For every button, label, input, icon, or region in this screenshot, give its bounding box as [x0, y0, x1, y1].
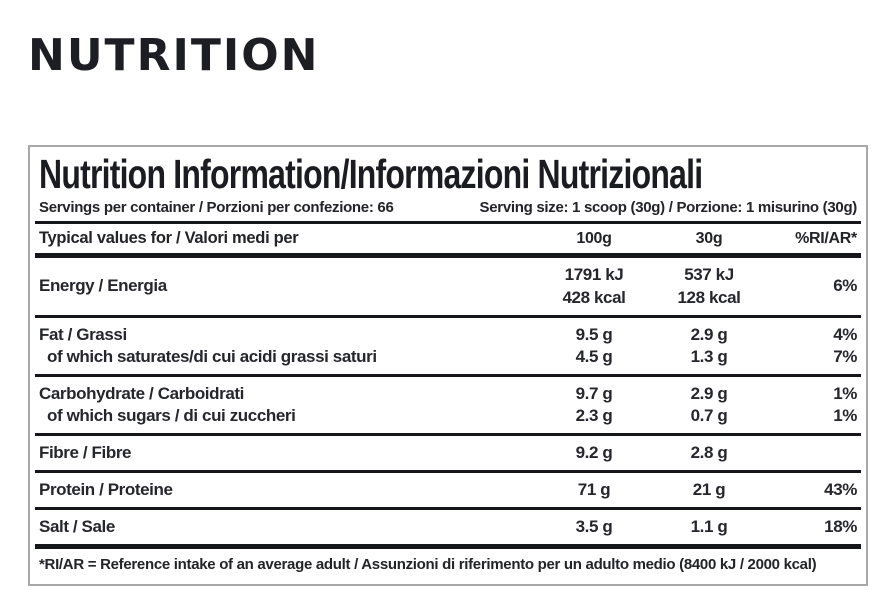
- divider: [35, 315, 861, 318]
- column-header-row: Typical values for / Valori medi per 100…: [35, 224, 861, 253]
- column-header-100g: 100g: [576, 229, 612, 247]
- carbohydrate-100g: 9.7 g: [575, 384, 613, 403]
- table-title-wrap: Nutrition Information/Informazioni Nutri…: [35, 150, 861, 199]
- salt-30g: 1.1 g: [690, 517, 728, 536]
- divider: [35, 221, 861, 224]
- table-row-fat: Fat / Grassi 9.5 g 2.9 g 4%: [35, 318, 861, 346]
- divider: [35, 253, 861, 258]
- fat-100g: 9.5 g: [575, 325, 613, 344]
- column-header-ri: %RI/AR*: [795, 229, 857, 247]
- divider: [35, 374, 861, 377]
- energy-100g-values: 1791 kJ 428 kcal: [535, 263, 653, 309]
- table-row-salt: Salt / Sale 3.5 g 1.1 g 18%: [35, 510, 861, 544]
- table-row-saturates: of which saturates/di cui acidi grassi s…: [35, 346, 861, 374]
- salt-ri: 18%: [824, 517, 857, 536]
- divider: [35, 470, 861, 473]
- serving-size: Serving size: 1 scoop (30g) / Porzione: …: [479, 199, 858, 216]
- protein-100g: 71 g: [577, 480, 611, 499]
- table-row-protein: Protein / Proteine 71 g 21 g 43%: [35, 473, 861, 507]
- energy-ri: 6%: [833, 276, 857, 295]
- saturates-ri: 7%: [833, 347, 857, 366]
- energy-100g-kcal: 428 kcal: [562, 288, 626, 307]
- row-label: Carbohydrate / Carboidrati: [39, 384, 244, 403]
- table-row-carbohydrate: Carbohydrate / Carboidrati 9.7 g 2.9 g 1…: [35, 377, 861, 405]
- row-label: Fat / Grassi: [39, 325, 127, 344]
- servings-per-container: Servings per container / Porzioni per co…: [39, 199, 394, 216]
- row-label: Salt / Sale: [39, 517, 115, 536]
- energy-30g-kcal: 128 kcal: [677, 288, 741, 307]
- row-label: Fibre / Fibre: [39, 443, 132, 462]
- page-title: NUTRITION: [28, 30, 320, 81]
- energy-30g-values: 537 kJ 128 kcal: [653, 263, 765, 309]
- row-label: Energy / Energia: [39, 276, 167, 295]
- divider: [35, 433, 861, 436]
- energy-30g-kj: 537 kJ: [684, 265, 734, 284]
- saturates-100g: 4.5 g: [575, 347, 613, 366]
- carbohydrate-30g: 2.9 g: [690, 384, 728, 403]
- fibre-30g: 2.8 g: [690, 443, 728, 462]
- saturates-30g: 1.3 g: [690, 347, 728, 366]
- divider: [35, 544, 861, 549]
- table-title: Nutrition Information/Informazioni Nutri…: [39, 151, 703, 197]
- reference-intake-footnote: *RI/AR = Reference intake of an average …: [39, 556, 817, 573]
- table-row-energy: Energy / Energia 1791 kJ 428 kcal 537 kJ…: [35, 258, 861, 315]
- protein-30g: 21 g: [692, 480, 726, 499]
- row-label: Protein / Proteine: [39, 480, 173, 499]
- row-label: of which saturates/di cui acidi grassi s…: [47, 347, 377, 366]
- sugars-30g: 0.7 g: [690, 406, 728, 425]
- table-row-sugars: of which sugars / di cui zuccheri 2.3 g …: [35, 405, 861, 433]
- column-header-label: Typical values for / Valori medi per: [39, 229, 299, 247]
- servings-row: Servings per container / Porzioni per co…: [35, 199, 861, 221]
- energy-100g-kj: 1791 kJ: [564, 265, 624, 284]
- table-row-fibre: Fibre / Fibre 9.2 g 2.8 g: [35, 436, 861, 470]
- row-label: of which sugars / di cui zuccheri: [47, 406, 296, 425]
- protein-ri: 43%: [824, 480, 857, 499]
- carbohydrate-ri: 1%: [833, 384, 857, 403]
- nutrition-table: Nutrition Information/Informazioni Nutri…: [28, 145, 868, 586]
- fibre-100g: 9.2 g: [575, 443, 613, 462]
- sugars-ri: 1%: [833, 406, 857, 425]
- sugars-100g: 2.3 g: [575, 406, 613, 425]
- column-header-30g: 30g: [695, 229, 723, 247]
- fat-30g: 2.9 g: [690, 325, 728, 344]
- fat-ri: 4%: [833, 325, 857, 344]
- salt-100g: 3.5 g: [575, 517, 613, 536]
- divider: [35, 507, 861, 510]
